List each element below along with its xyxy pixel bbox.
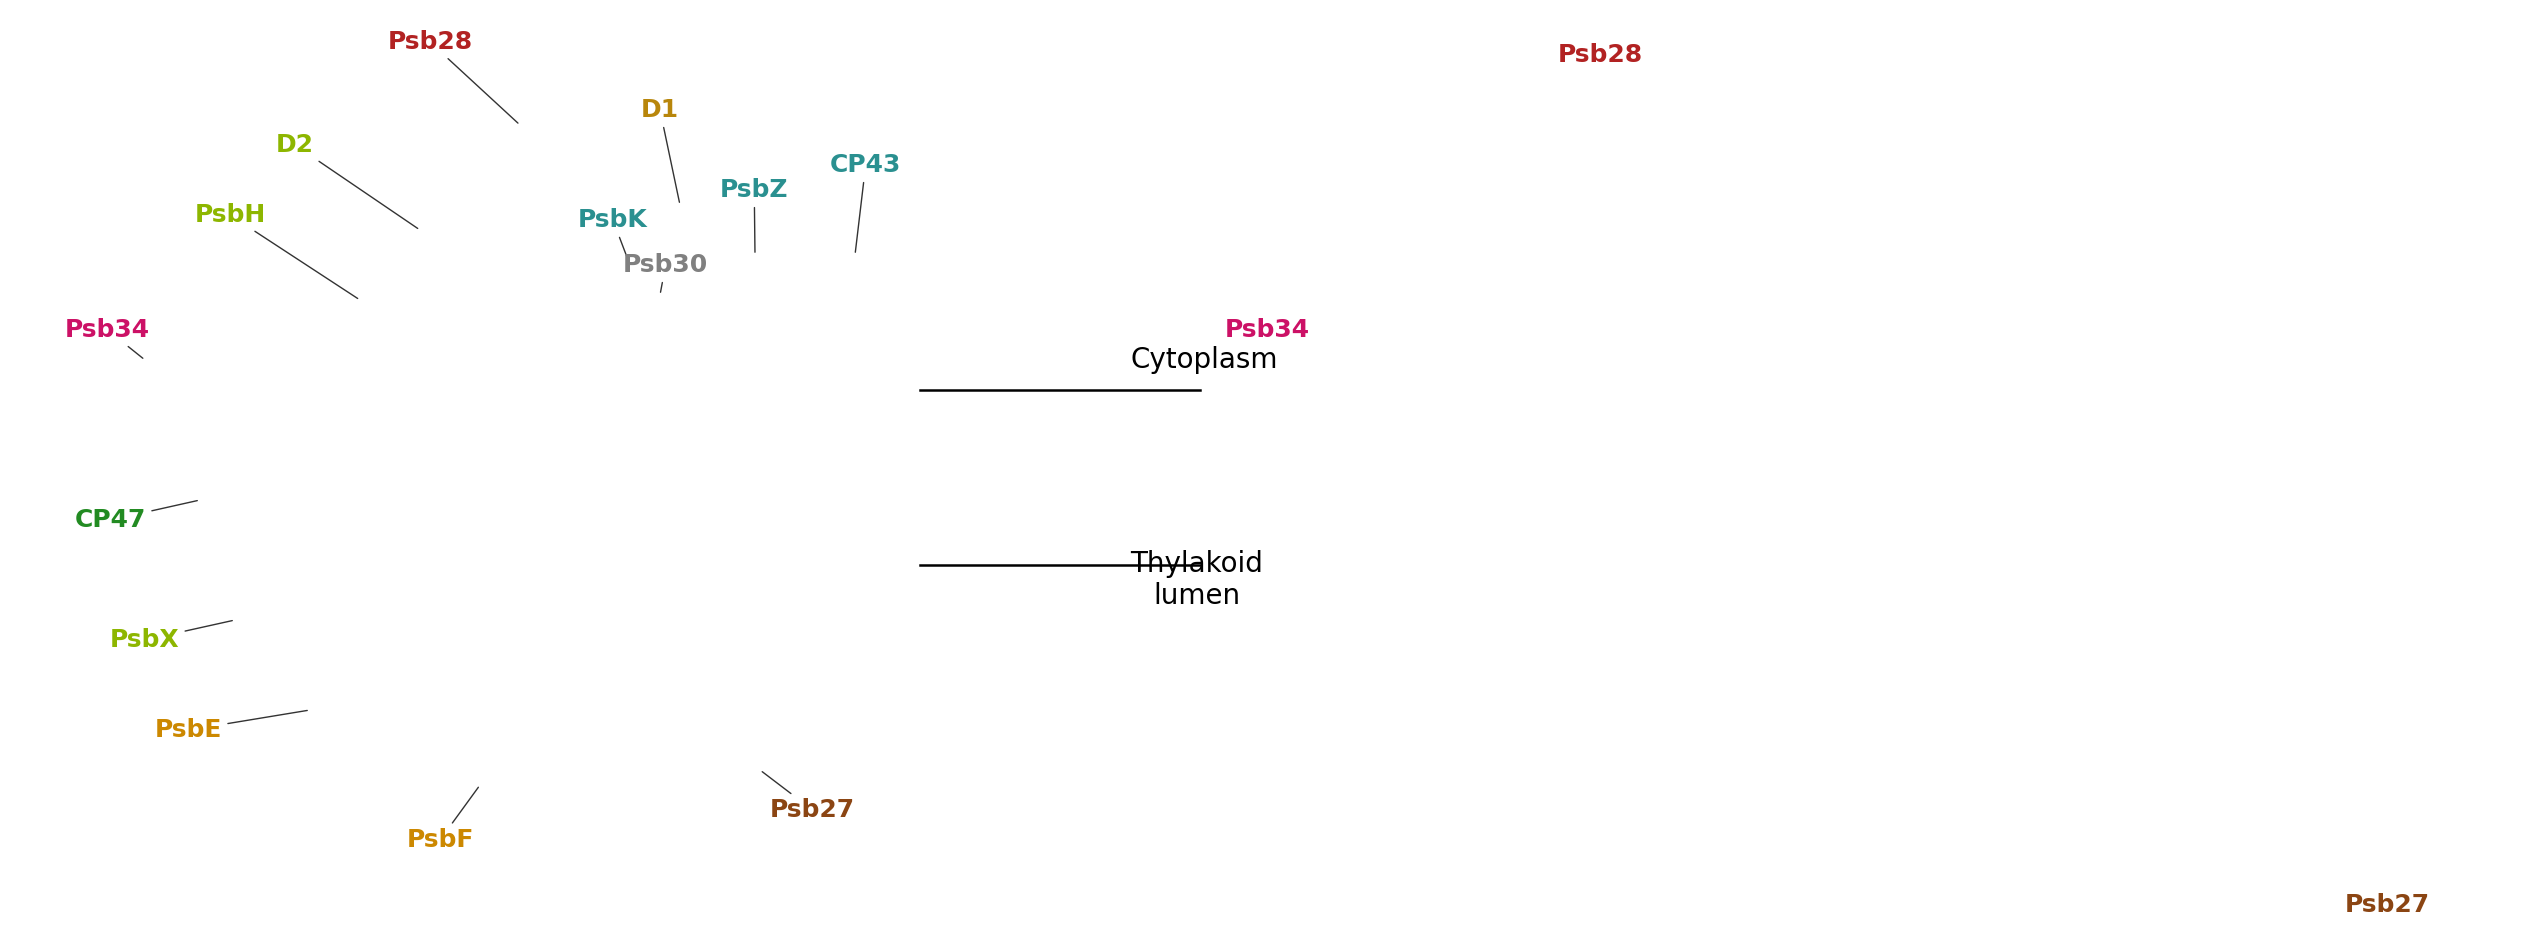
Text: PsbF: PsbF bbox=[407, 788, 478, 852]
Text: D1: D1 bbox=[640, 98, 680, 202]
Text: Psb34: Psb34 bbox=[66, 318, 149, 359]
Text: Thylakoid
lumen: Thylakoid lumen bbox=[1130, 549, 1262, 610]
Text: PsbE: PsbE bbox=[154, 711, 306, 742]
Text: Psb30: Psb30 bbox=[622, 253, 708, 292]
Text: PsbK: PsbK bbox=[579, 208, 647, 263]
Text: Psb28: Psb28 bbox=[387, 30, 518, 123]
Text: D2: D2 bbox=[276, 133, 417, 229]
Text: Psb28: Psb28 bbox=[1558, 43, 1641, 67]
Text: CP43: CP43 bbox=[830, 153, 900, 252]
Text: Psb34: Psb34 bbox=[1224, 318, 1310, 342]
Text: PsbH: PsbH bbox=[195, 203, 357, 299]
Text: PsbZ: PsbZ bbox=[721, 178, 789, 252]
Text: Psb27: Psb27 bbox=[2344, 893, 2430, 917]
Text: PsbX: PsbX bbox=[109, 621, 233, 652]
Text: Cytoplasm: Cytoplasm bbox=[1130, 346, 1277, 374]
Text: Psb27: Psb27 bbox=[761, 772, 855, 822]
Text: CP47: CP47 bbox=[76, 501, 197, 532]
